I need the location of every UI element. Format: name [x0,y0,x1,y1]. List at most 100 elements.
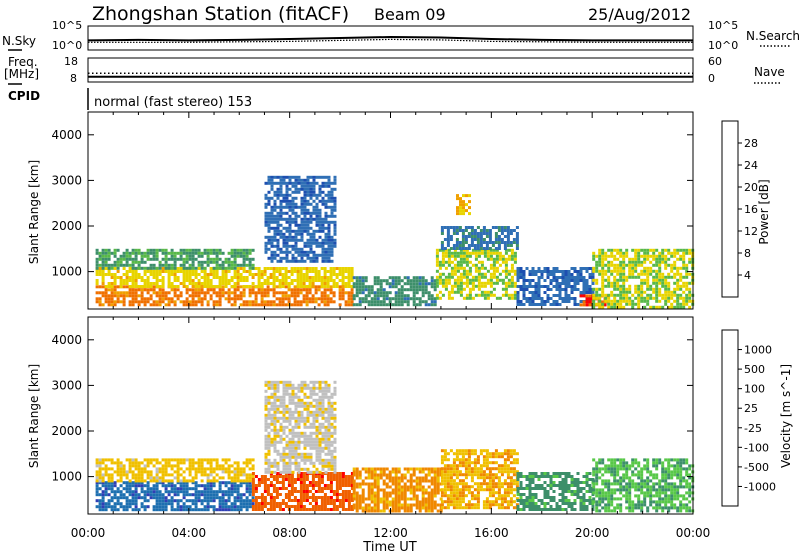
heatmap-cell [212,496,216,500]
heatmap-cell [218,279,222,282]
heatmap-cell [522,303,526,306]
heatmap-cell [191,476,195,480]
heatmap-cell [367,509,371,513]
heatmap-cell [300,250,304,254]
heatmap-cell [474,266,478,270]
heatmap-cell [688,248,692,252]
heatmap-cell [282,241,286,245]
heatmap-cell [326,282,330,285]
heatmap-cell [236,473,240,477]
heatmap-cell [276,175,280,179]
heatmap-cell [176,294,180,298]
heatmap-cell [306,238,310,242]
heatmap-cell [358,300,362,304]
heatmap-cell [350,505,354,508]
heatmap-cell [164,479,168,483]
heatmap-cell [95,490,99,494]
heatmap-cell [281,478,285,481]
heatmap-cell [483,281,487,285]
heatmap-cell [131,300,135,304]
heatmap-cell [306,232,310,236]
heatmap-cell [128,276,132,279]
heatmap-cell [273,238,277,242]
heatmap-cell [224,291,228,295]
heatmap-cell [119,473,123,477]
heatmap-cell [267,256,271,260]
heatmap-cell [327,461,331,465]
heatmap-cell [131,484,135,488]
heatmap-cell [185,481,189,485]
heatmap-cell [134,279,138,282]
heatmap-cell [528,297,532,300]
heatmap-cell [209,260,213,264]
heatmap-cell [409,509,413,513]
heatmap-cell [245,279,249,282]
heatmap-cell [318,431,322,435]
heatmap-cell [456,206,459,210]
heatmap-cell [476,235,480,238]
heatmap-cell [397,279,401,283]
heatmap-cell [385,500,389,504]
heatmap-cell [546,270,550,273]
heatmap-cell [300,404,304,408]
heatmap-cell [622,269,626,273]
heatmap-cell [125,248,129,252]
heatmap-cell [299,502,303,505]
heatmap-cell [326,297,330,301]
heatmap-cell [350,472,354,475]
heatmap-cell [388,491,392,495]
heatmap-cell [248,487,252,491]
heatmap-cell [176,467,180,471]
heatmap-cell [330,407,334,411]
heatmap-cell [263,499,267,502]
heatmap-cell [101,279,105,282]
heatmap-cell [279,422,283,426]
heatmap-cell [137,288,141,292]
heatmap-cell [501,260,505,264]
heatmap-cell [462,260,466,264]
heatmap-cell [573,285,577,288]
heatmap-cell [173,300,177,304]
heatmap-cell [604,263,608,267]
heatmap-cell [461,241,465,244]
heatmap-cell [679,278,683,282]
heatmap-cell [278,481,282,484]
heatmap-cell [269,267,273,270]
heatmap-cell [200,490,204,494]
cpid-label: CPID [8,89,40,103]
heatmap-cell [470,244,474,247]
heatmap-cell [333,220,337,224]
heatmap-cell [613,284,617,288]
frequency-panel-frame [87,57,694,83]
heatmap-cell [200,288,204,292]
heatmap-cell [182,502,186,506]
heatmap-cell [315,229,319,233]
heatmap-cell [146,291,150,295]
heatmap-cell [385,506,389,510]
heatmap-cell [209,461,213,465]
heatmap-cell [492,269,496,273]
heatmap-cell [191,458,195,462]
heatmap-cell [206,288,210,292]
heatmap-cell [391,506,395,510]
heatmap-cell [303,196,307,200]
heatmap-cell [194,476,198,480]
heatmap-cell [477,272,481,276]
heatmap-cell [628,263,632,267]
heatmap-cell [358,279,362,283]
heatmap-cell [188,279,192,282]
heatmap-cell [291,205,295,209]
heatmap-cell [315,398,319,402]
heatmap-cell [658,263,662,267]
heatmap-cell [468,200,471,204]
heatmap-cell [433,297,437,301]
heatmap-cell [305,496,309,499]
heatmap-cell [197,288,201,292]
heatmap-cell [107,458,111,462]
heatmap-cell [95,251,99,255]
heatmap-cell [179,300,183,304]
heatmap-cell [288,440,292,444]
heatmap-cell [355,467,359,471]
heatmap-cell [335,481,339,484]
heatmap-cell [370,303,374,307]
